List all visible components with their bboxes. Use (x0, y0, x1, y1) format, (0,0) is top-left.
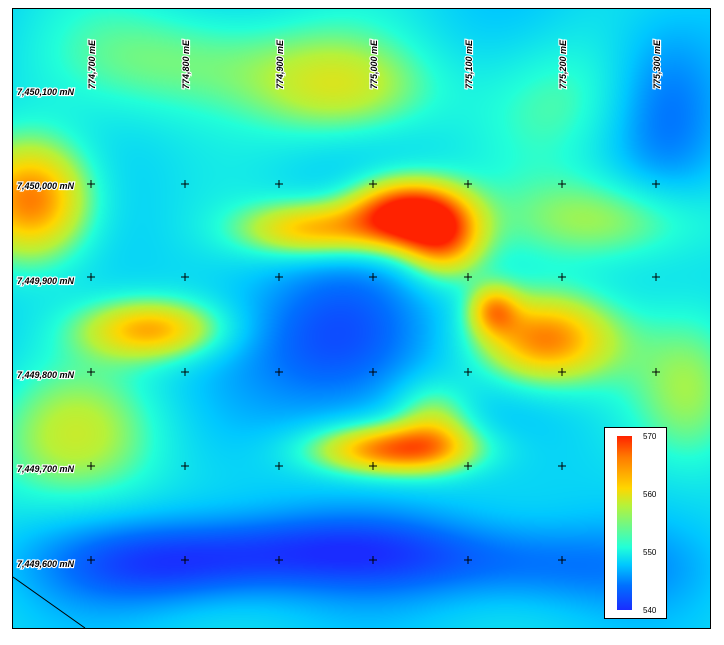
northing-labels: 7,450,100 mN 7,450,000 mN 7,449,900 mN 7… (16, 86, 76, 570)
raster-image (13, 9, 710, 628)
legend-tick-label: 550 (643, 548, 657, 557)
legend-color-bar (617, 436, 632, 610)
easting-label: 774,700 mE (87, 39, 97, 89)
northing-label: 7,450,000 mN (17, 181, 75, 191)
easting-label: 774,900 mE (275, 39, 285, 89)
easting-label: 775,200 mE (558, 39, 568, 89)
map-frame[interactable]: 774,700 mE 774,800 mE 774,900 mE 775,000… (12, 8, 711, 629)
northing-label: 7,449,800 mN (17, 370, 75, 380)
color-legend: 570 560 550 540 (604, 427, 667, 619)
easting-labels: 774,700 mE 774,800 mE 774,900 mE 775,000… (86, 38, 663, 90)
legend-tick-label: 560 (643, 490, 657, 499)
easting-label: 775,100 mE (464, 39, 474, 89)
legend-tick-label: 570 (643, 432, 657, 441)
northing-label: 7,450,100 mN (17, 87, 75, 97)
easting-label: 775,300 mE (652, 39, 662, 89)
easting-label: 775,000 mE (369, 39, 379, 89)
grid-crosses (87, 180, 660, 564)
legend-tick-label: 540 (643, 606, 657, 615)
northing-label: 7,449,700 mN (17, 464, 75, 474)
diagonal-boundary-line (13, 576, 86, 628)
easting-label: 774,800 mE (181, 39, 191, 89)
map-grid-overlay: 774,700 mE 774,800 mE 774,900 mE 775,000… (13, 38, 663, 628)
northing-label: 7,449,900 mN (17, 276, 75, 286)
northing-label: 7,449,600 mN (17, 559, 75, 569)
